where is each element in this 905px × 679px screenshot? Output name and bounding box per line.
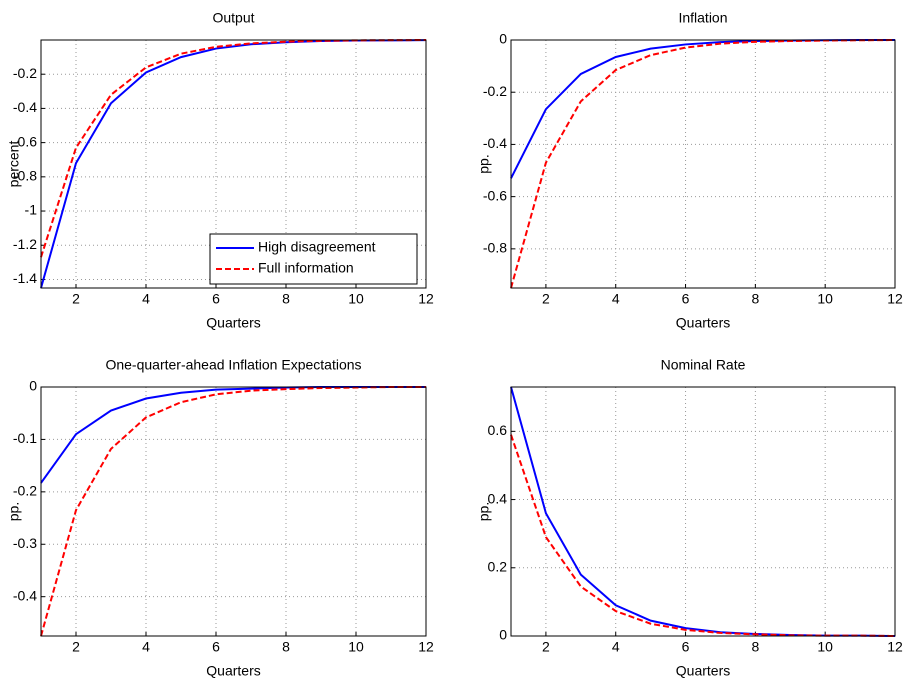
x-tick-label: 10 xyxy=(348,639,364,655)
y-axis-label: pp. xyxy=(476,154,492,173)
y-tick-label: -1.2 xyxy=(13,236,37,252)
y-tick-label: -0.8 xyxy=(483,240,507,256)
y-tick-label: -0.6 xyxy=(483,187,507,203)
x-tick-label: 8 xyxy=(751,291,759,307)
y-tick-label: 0 xyxy=(499,627,507,643)
x-tick-label: 4 xyxy=(142,639,150,655)
x-tick-label: 2 xyxy=(72,639,80,655)
y-tick-label: -1 xyxy=(25,202,38,218)
x-tick-label: 2 xyxy=(542,639,550,655)
plot-area xyxy=(511,40,895,288)
chart-title: Inflation xyxy=(678,10,727,26)
x-tick-label: 12 xyxy=(887,639,903,655)
y-tick-label: -0.4 xyxy=(13,99,37,115)
y-tick-label: 0 xyxy=(499,31,507,47)
x-axis-label: Quarters xyxy=(676,315,730,331)
plot-area xyxy=(511,387,895,636)
x-tick-label: 6 xyxy=(212,639,220,655)
x-tick-label: 4 xyxy=(142,291,150,307)
y-axis-label: pp. xyxy=(6,502,22,521)
x-axis-label: Quarters xyxy=(206,663,260,679)
y-tick-label: 0.4 xyxy=(488,490,508,506)
x-tick-label: 12 xyxy=(418,639,434,655)
x-tick-label: 4 xyxy=(612,639,620,655)
subplot: 2 4 6 8 10 12 0 0.2 0.4 0.6 Nominal Rate Quarters pp… xyxy=(476,357,903,679)
chart-title: One-quarter-ahead Inflation Expectations xyxy=(105,357,361,373)
axes-frame xyxy=(510,386,896,637)
x-tick-label: 12 xyxy=(418,291,434,307)
axes-frame xyxy=(40,39,427,289)
x-tick-label: 2 xyxy=(542,291,550,307)
y-tick-label: -0.6 xyxy=(13,133,37,149)
y-tick-label: -0.4 xyxy=(483,135,507,151)
x-tick-label: 10 xyxy=(348,291,364,307)
legend-label: Full information xyxy=(258,260,354,276)
subplot: 2 4 6 8 10 12 0 -0.1 -0.2 -0.3 -0.4 One-quarter-ahe… xyxy=(6,357,434,679)
y-tick-label: 0.6 xyxy=(488,422,508,438)
x-tick-label: 4 xyxy=(612,291,620,307)
x-tick-label: 10 xyxy=(817,291,833,307)
y-tick-label: -0.3 xyxy=(13,535,37,551)
x-tick-label: 6 xyxy=(682,291,690,307)
chart-title: Nominal Rate xyxy=(661,357,746,373)
x-tick-label: 8 xyxy=(282,291,290,307)
plot-area xyxy=(41,387,426,636)
y-tick-label: -0.8 xyxy=(13,168,37,184)
y-tick-label: 0 xyxy=(29,378,37,394)
x-tick-label: 10 xyxy=(817,639,833,655)
subplot: 2 4 6 8 10 12 -0.2 -0.4 -0.6 -0.8 -1 -1.2 -1.4 Output… xyxy=(6,10,434,331)
x-tick-label: 2 xyxy=(72,291,80,307)
y-axis-label: percent xyxy=(6,141,22,188)
axes-frame xyxy=(510,39,896,289)
y-tick-label: -1.4 xyxy=(13,270,37,286)
x-tick-label: 6 xyxy=(212,291,220,307)
chart-title: Output xyxy=(212,10,254,26)
subplot: 2 4 6 8 10 12 0 -0.2 -0.4 -0.6 -0.8 Inflation Quarte… xyxy=(476,10,903,331)
x-tick-label: 8 xyxy=(282,639,290,655)
y-tick-label: -0.2 xyxy=(13,483,37,499)
x-axis-label: Quarters xyxy=(206,315,260,331)
y-tick-label: -0.2 xyxy=(483,83,507,99)
legend-box xyxy=(209,233,418,285)
y-tick-label: -0.4 xyxy=(13,587,37,603)
axes-frame xyxy=(40,386,427,637)
y-axis-label: pp. xyxy=(476,502,492,521)
series-line xyxy=(510,434,896,637)
y-tick-label: -0.1 xyxy=(13,430,37,446)
y-tick-label: -0.2 xyxy=(13,65,37,81)
x-tick-label: 6 xyxy=(682,639,690,655)
y-tick-label: 0.2 xyxy=(488,558,508,574)
x-tick-label: 8 xyxy=(751,639,759,655)
legend-label: High disagreement xyxy=(258,239,376,255)
x-tick-label: 12 xyxy=(887,291,903,307)
series-line xyxy=(510,39,896,289)
x-axis-label: Quarters xyxy=(676,663,730,679)
